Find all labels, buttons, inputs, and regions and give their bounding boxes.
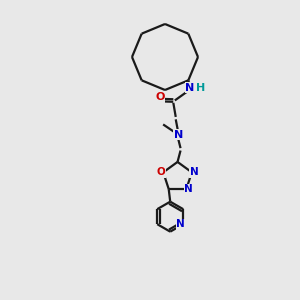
Text: H: H	[196, 83, 205, 93]
Text: N: N	[190, 167, 199, 177]
Text: N: N	[176, 219, 185, 229]
Text: O: O	[155, 92, 164, 102]
Text: N: N	[184, 184, 193, 194]
Text: O: O	[157, 167, 165, 177]
Text: N: N	[185, 83, 194, 93]
Text: N: N	[173, 130, 183, 140]
